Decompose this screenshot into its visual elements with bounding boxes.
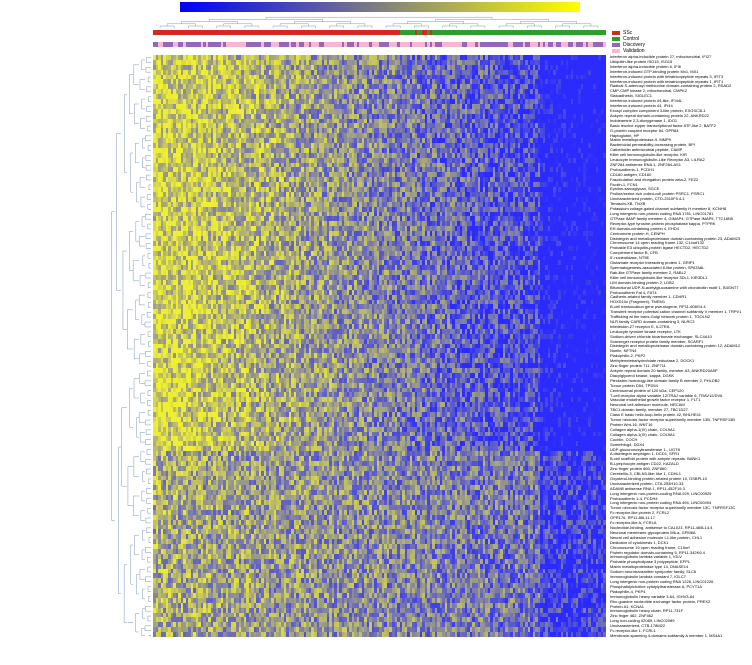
annotation-bar-cohort <box>153 42 605 47</box>
heatmap <box>153 55 605 637</box>
legend-swatch <box>612 37 620 41</box>
annotation-bar-condition <box>153 30 605 35</box>
legend-swatch <box>612 31 620 35</box>
legend: SScControlDiscoveryValidation <box>612 30 645 54</box>
column-dendrogram <box>153 14 605 28</box>
gradient-colorbar <box>180 2 580 12</box>
legend-swatch <box>612 43 620 47</box>
row-dendrogram <box>3 55 153 638</box>
row-labels: Interferon alpha-inducible protein 27, m… <box>610 55 741 639</box>
row-label: Membrane-spanning 4-domains subfamily A … <box>610 634 741 639</box>
legend-swatch <box>612 49 620 53</box>
